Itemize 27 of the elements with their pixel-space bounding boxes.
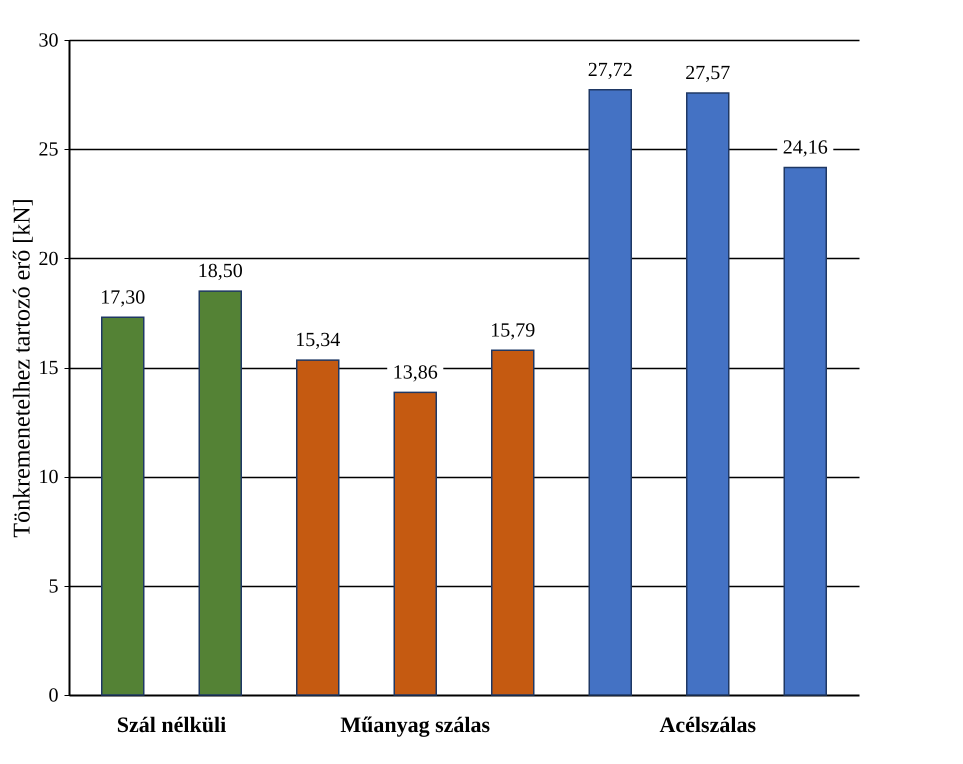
y-axis-title: Tönkremenetelhez tartozó erő [kN]	[10, 198, 36, 538]
y-tick-label: 0	[48, 684, 58, 706]
y-tick-label: 15	[38, 357, 58, 379]
bar	[101, 316, 144, 696]
bar	[491, 350, 534, 696]
bar	[784, 166, 827, 696]
data-label: 17,30	[100, 286, 146, 308]
bar	[394, 392, 437, 696]
y-tick-label: 25	[38, 138, 58, 161]
y-tick-label: 10	[38, 466, 58, 488]
y-tick-label: 30	[38, 30, 58, 52]
data-label: 15,79	[490, 319, 536, 342]
data-label: 15,34	[295, 329, 340, 352]
y-tick-label: 20	[38, 248, 58, 270]
y-tick-label: 5	[48, 575, 58, 598]
bar	[198, 290, 242, 696]
text: Műanyag szálas	[340, 712, 491, 737]
data-label: 13,86	[392, 361, 438, 384]
bar	[588, 89, 632, 696]
bar	[296, 359, 340, 696]
data-label: 27,57	[685, 62, 730, 84]
text: Szál nélküli	[116, 712, 226, 737]
bar	[686, 92, 730, 696]
data-label: 18,50	[198, 260, 243, 282]
data-label: 27,72	[588, 58, 633, 81]
data-label: 24,16	[782, 136, 828, 159]
text: Acélszálas	[659, 712, 756, 737]
